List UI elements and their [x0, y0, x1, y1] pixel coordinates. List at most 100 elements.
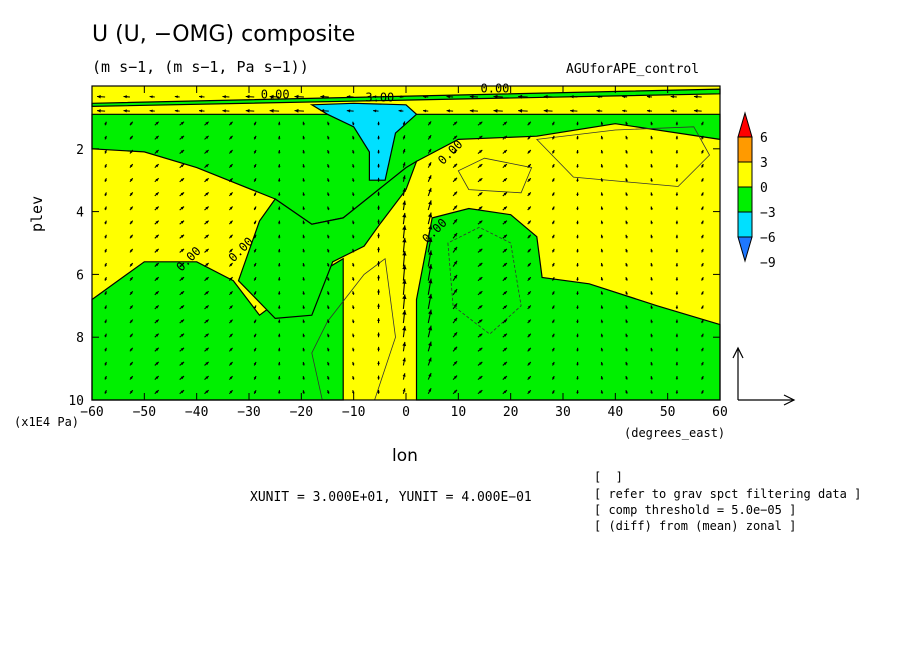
wind-vector	[179, 177, 185, 183]
vector-head	[327, 178, 330, 182]
vector-head	[693, 109, 698, 113]
wind-vector	[402, 341, 407, 352]
vector-head	[277, 333, 281, 337]
vector-head	[302, 150, 305, 153]
vector-head	[596, 95, 600, 99]
vector-shaft	[352, 149, 355, 154]
vector-shaft	[622, 110, 628, 112]
vector-head	[675, 305, 679, 309]
colorbar-swatch	[737, 161, 753, 188]
vector-head	[453, 260, 458, 265]
vector-head	[104, 361, 107, 365]
vector-shaft	[477, 361, 483, 366]
colorbar-label: −3	[760, 206, 776, 221]
vector-shaft	[427, 161, 432, 168]
vector-shaft	[552, 305, 555, 310]
chart-title: U (U, −OMG) composite	[92, 22, 356, 47]
wind-vector	[518, 108, 528, 113]
vector-shaft	[253, 319, 257, 324]
vector-head	[551, 220, 555, 224]
vector-shaft	[650, 121, 653, 126]
wind-vector	[446, 109, 454, 113]
vector-shaft	[402, 309, 406, 324]
vector-shaft	[398, 95, 404, 98]
wind-vector	[104, 135, 107, 140]
wind-vector	[377, 289, 381, 295]
wind-vector	[302, 319, 305, 324]
wind-vector	[477, 206, 483, 211]
vector-shaft	[527, 177, 532, 183]
wind-vector	[302, 277, 305, 281]
vector-shaft	[477, 191, 483, 197]
vector-head	[469, 94, 474, 99]
vector-head	[675, 347, 679, 351]
vector-shaft	[477, 163, 483, 169]
vector-shaft	[154, 389, 160, 395]
vector-head	[600, 277, 604, 281]
wind-vector	[600, 291, 604, 295]
wind-vector	[625, 390, 628, 394]
vector-shaft	[104, 234, 107, 239]
wind-vector	[228, 163, 233, 169]
vector-shaft	[543, 110, 553, 112]
vector-head	[205, 248, 209, 252]
vector-shaft	[670, 110, 677, 112]
vector-shaft	[104, 375, 107, 380]
vector-head	[253, 333, 257, 337]
vector-shaft	[302, 277, 305, 281]
vector-shaft	[552, 389, 555, 394]
vector-shaft	[302, 319, 305, 324]
vector-head	[675, 192, 679, 196]
vector-shaft	[204, 375, 210, 381]
vector-head	[104, 121, 107, 125]
vector-shaft	[245, 95, 255, 98]
wind-vector	[551, 291, 555, 296]
contour-label: 0.00	[481, 81, 510, 95]
vector-head	[327, 305, 330, 309]
wind-vector	[253, 149, 257, 154]
vector-head	[600, 248, 604, 252]
wind-vector	[129, 361, 134, 366]
vector-shaft	[452, 177, 458, 183]
vector-head	[453, 219, 458, 223]
vector-head	[277, 319, 281, 323]
vector-head	[700, 347, 704, 351]
vector-head	[327, 248, 330, 252]
vector-head	[527, 150, 531, 154]
wind-vector	[154, 347, 160, 352]
vector-shaft	[198, 95, 205, 98]
wind-vector	[452, 274, 458, 281]
vector-head	[527, 192, 531, 196]
wind-vector	[576, 135, 579, 140]
vector-head	[205, 178, 209, 182]
wind-vector	[527, 290, 532, 296]
wind-vector	[104, 192, 107, 197]
wind-vector	[129, 262, 134, 267]
vector-shaft	[204, 177, 210, 183]
wind-vector	[154, 121, 160, 126]
wind-vector	[625, 262, 628, 267]
wind-vector	[327, 277, 330, 281]
wind-vector	[179, 220, 185, 225]
wind-vector	[179, 389, 185, 395]
vector-shaft	[650, 319, 653, 324]
vector-head	[155, 376, 159, 380]
wind-vector	[576, 121, 579, 126]
vector-shaft	[179, 333, 185, 338]
wind-vector	[204, 206, 210, 211]
vector-head	[700, 150, 704, 153]
wind-vector	[551, 347, 555, 352]
vector-head	[503, 277, 507, 281]
vector-head	[377, 346, 380, 350]
vector-shaft	[402, 225, 406, 239]
vector-shaft	[402, 121, 406, 126]
wind-vector	[269, 108, 280, 113]
wind-vector	[204, 191, 210, 197]
vector-head	[253, 291, 257, 295]
vector-head	[129, 164, 133, 168]
vector-head	[129, 206, 133, 210]
wind-vector	[104, 361, 107, 366]
vector-shaft	[179, 220, 185, 225]
vector-shaft	[154, 361, 160, 366]
wind-vector	[625, 361, 628, 366]
